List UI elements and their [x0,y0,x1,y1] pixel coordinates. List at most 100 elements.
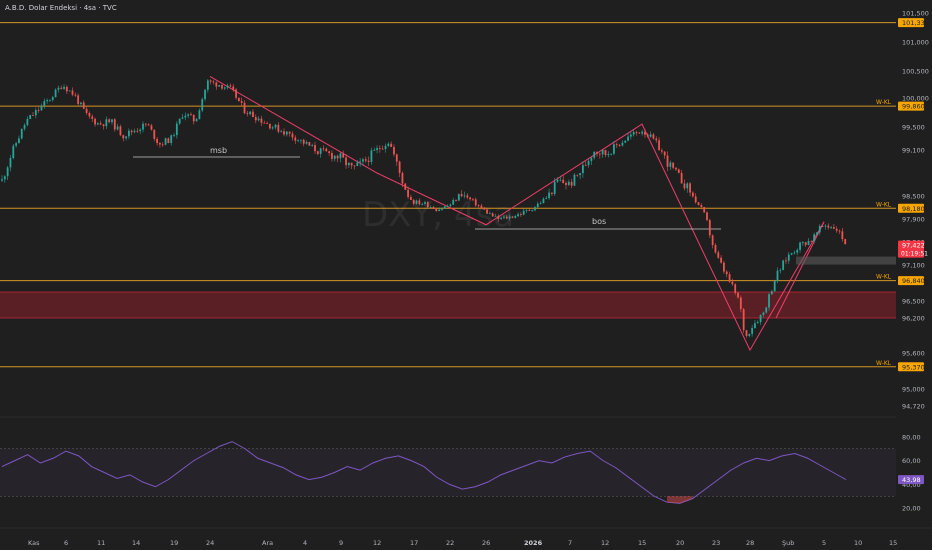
candle [765,306,768,314]
rsi-tick-label: 40,00 [902,481,921,489]
candle-body [773,281,776,292]
candle-body [167,138,170,144]
candle-body [130,130,133,133]
time-tick-label: 19 [170,539,178,547]
candle-body [6,167,9,177]
candle [91,114,94,123]
candle-body [683,183,686,189]
candle [613,141,615,156]
rsi-band [0,448,896,497]
candle-body [96,123,99,125]
candle-body [395,154,398,162]
time-tick-label: 26 [482,539,490,547]
candle [60,85,63,90]
candle-body [660,150,663,152]
candle-body [20,128,23,139]
candle-body [215,82,218,87]
candle-body [739,297,742,310]
candle-body [164,138,167,145]
candle [435,207,438,212]
candle [393,144,395,157]
candle [311,143,314,147]
candle-body [82,102,85,109]
candle [68,90,71,92]
candle [300,139,302,144]
candle [536,201,539,208]
candle [57,85,60,93]
candle [590,157,593,165]
candle [378,145,381,153]
candle-body [551,192,553,194]
time-tick-label: 17 [410,539,418,547]
candle-body [649,134,652,137]
candle-body [353,165,356,167]
candle [201,97,204,113]
candle-body [322,148,325,150]
candle-body [629,134,632,137]
candle [748,333,751,338]
candle-body [559,179,562,181]
candle-body [150,125,153,130]
candle [15,141,17,148]
level-price-tag [898,18,924,28]
candle [539,201,542,205]
candle-body [587,160,590,166]
time-tick-label: 15 [638,539,646,547]
candle [542,197,545,204]
candle [675,167,677,172]
candle [593,151,596,160]
candle [350,162,353,169]
candle-body [85,108,88,113]
candle [240,97,243,107]
candle [830,225,832,230]
candle [283,128,285,137]
candle [621,140,624,147]
time-tick-label: 11 [97,539,105,547]
candle [742,307,745,334]
candle-body [249,111,252,115]
candle-body [522,210,525,215]
candle [641,129,644,136]
candle-body [266,123,268,124]
candle [689,182,691,197]
candle-body [34,109,37,116]
candle [751,324,754,337]
candle [646,133,649,138]
level-price-text: 99,860 [902,103,925,111]
candle-body [144,123,147,125]
candle-body [60,87,63,89]
candle-body [517,214,519,217]
candle [232,84,235,92]
candle [184,112,187,121]
candle [677,168,680,174]
candle-body [463,195,466,197]
level-tag: W-KL [876,274,892,281]
candle [404,183,407,190]
candle-body [519,214,522,215]
candle [644,128,646,138]
candle [452,197,455,205]
candle-body [536,203,539,208]
candle [192,114,195,125]
candle [714,243,717,254]
candle-body [190,114,192,116]
candle-body [288,131,291,134]
candle-body [731,281,734,285]
candle-body [412,199,415,204]
candle-body [156,138,158,144]
candle [316,150,319,156]
candle [728,271,731,283]
candle [288,131,291,137]
candle-body [113,119,116,130]
candle-body [243,102,246,114]
candle-body [841,231,844,240]
candle-body [1,179,3,181]
candle [237,97,240,102]
candle-body [51,97,54,100]
candle-body [548,192,550,198]
candle [32,111,34,116]
candle [63,84,65,90]
candle [136,127,139,133]
candle [553,178,556,196]
